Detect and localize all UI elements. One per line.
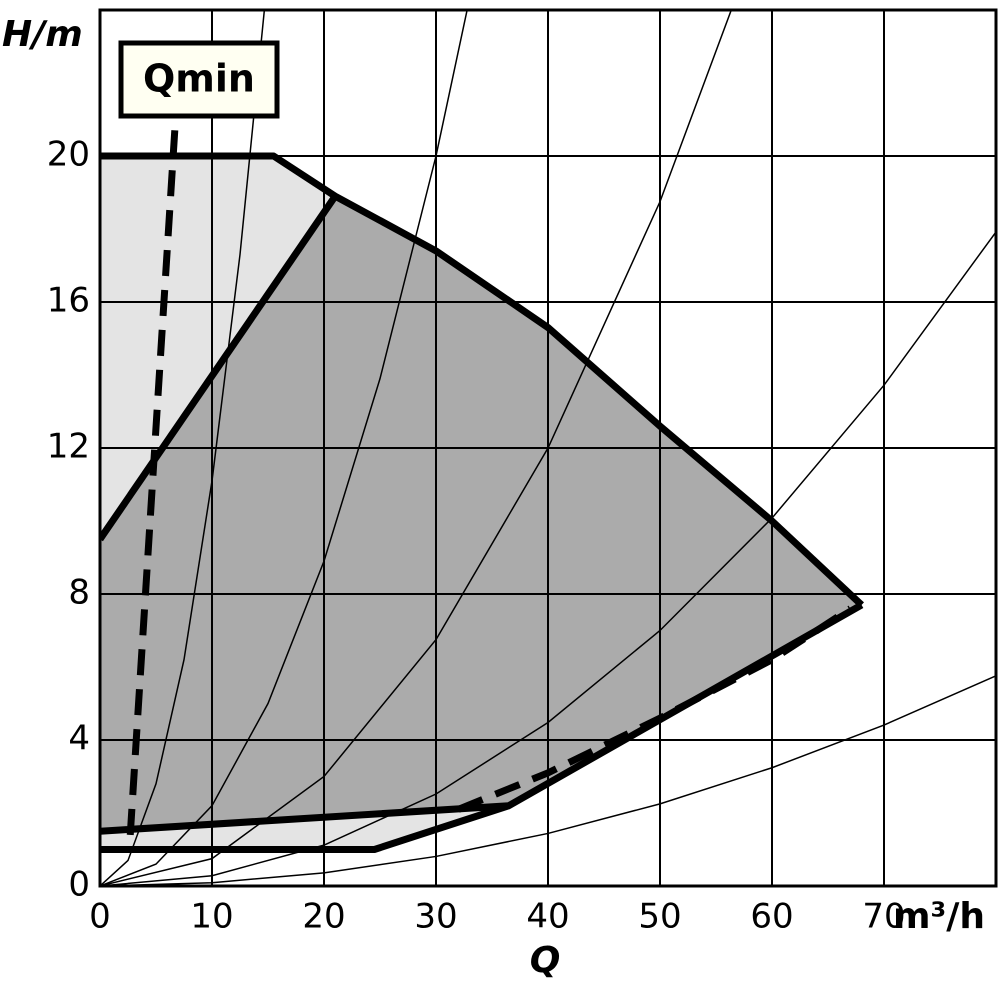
limit-line — [100, 152, 864, 608]
x-tick-label: 50 — [638, 897, 681, 937]
x-tick-label: 30 — [414, 897, 457, 937]
system-curve — [100, 10, 733, 886]
x-unit: m³/h — [893, 896, 985, 937]
y-tick-label: 16 — [47, 281, 90, 321]
limit-line — [100, 194, 339, 542]
x-tick-label: 0 — [89, 897, 111, 937]
operating-region — [100, 196, 862, 832]
system-curve — [100, 10, 468, 886]
x-tick-label: 20 — [302, 897, 345, 937]
x-tick-label: 40 — [526, 897, 569, 937]
limit-line — [126, 108, 180, 836]
y-axis-label: H/m — [2, 14, 83, 55]
system-curve — [100, 675, 996, 886]
limit-line — [100, 802, 510, 853]
annotation-box — [118, 40, 280, 119]
plot-area — [100, 10, 996, 886]
x-tick-label: 70 — [862, 897, 905, 937]
system-curve — [100, 231, 996, 886]
annotation: Qmin — [143, 57, 255, 101]
y-tick-label: 12 — [47, 427, 90, 467]
y-tick-label: 0 — [68, 865, 90, 905]
limit-line — [457, 605, 853, 813]
system-curve — [100, 10, 266, 886]
y-tick-label: 20 — [47, 135, 90, 175]
x-tick-label: 10 — [190, 897, 233, 937]
operating-region — [100, 156, 336, 540]
y-tick-label: 4 — [68, 719, 90, 759]
y-tick-label: 8 — [68, 573, 90, 613]
plot-frame — [98, 8, 998, 888]
x-axis-label: Q — [530, 940, 561, 981]
x-tick-label: 60 — [750, 897, 793, 937]
